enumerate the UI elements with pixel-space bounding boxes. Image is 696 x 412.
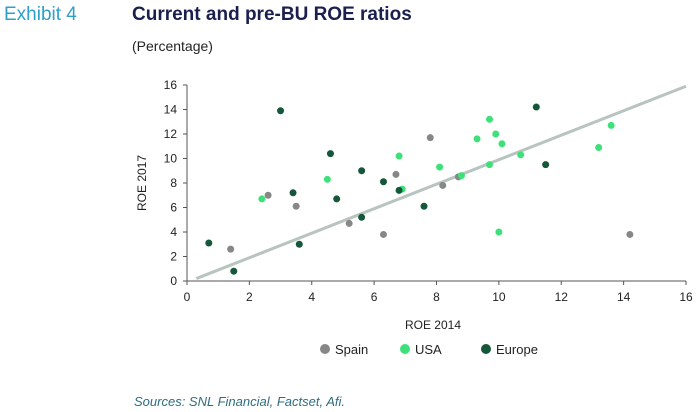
point-europe: [542, 161, 550, 169]
point-usa: [495, 228, 503, 236]
legend-label-spain: Spain: [335, 342, 368, 357]
x-tick-label: 8: [433, 290, 440, 304]
exhibit-label: Exhibit 4: [4, 4, 77, 25]
legend-label-europe: Europe: [496, 342, 538, 357]
point-europe: [420, 202, 428, 210]
legend: Spain USA Europe: [320, 342, 538, 357]
x-tick-label: 4: [308, 290, 315, 304]
point-spain: [426, 134, 434, 142]
point-europe: [205, 239, 213, 247]
x-tick-label: 10: [492, 290, 506, 304]
point-spain: [345, 219, 353, 227]
point-europe: [333, 195, 341, 203]
x-tick-label: 16: [679, 290, 693, 304]
point-spain: [227, 245, 235, 253]
point-usa: [323, 175, 331, 183]
point-europe: [532, 103, 540, 111]
x-tick-label: 6: [371, 290, 378, 304]
point-spain: [392, 170, 400, 178]
point-spain: [439, 181, 447, 189]
legend-marker-spain: [320, 344, 330, 354]
x-axis-label: ROE 2014: [405, 318, 461, 332]
point-europe: [289, 189, 297, 197]
point-usa: [595, 143, 603, 151]
point-usa: [436, 163, 444, 171]
point-spain: [292, 202, 300, 210]
x-tick-label: 12: [555, 290, 569, 304]
scatter-chart: 0 2 4 6 8 10 12 14 16 0 2 4 6 8 10 12 14 16 ROE 2014 ROE …: [135, 78, 693, 357]
point-spain: [264, 191, 272, 199]
y-tick-label: 6: [170, 201, 177, 215]
point-usa: [486, 115, 494, 123]
point-europe: [379, 178, 387, 186]
source-note: Sources: SNL Financial, Factset, Afi.: [134, 394, 345, 409]
point-europe: [395, 186, 403, 194]
point-usa: [498, 140, 506, 148]
legend-label-usa: USA: [415, 342, 442, 357]
point-usa: [486, 161, 494, 169]
legend-marker-europe: [481, 344, 491, 354]
point-usa: [607, 121, 615, 129]
chart-title: Current and pre-BU ROE ratios: [132, 4, 412, 25]
point-spain: [626, 230, 634, 238]
x-tick-label: 2: [246, 290, 253, 304]
y-tick-label: 4: [170, 225, 177, 239]
point-spain: [379, 230, 387, 238]
point-europe: [358, 213, 366, 221]
point-europe: [230, 267, 238, 275]
point-usa: [258, 195, 266, 203]
point-usa: [395, 152, 403, 160]
point-europe: [277, 107, 285, 115]
point-usa: [457, 172, 465, 180]
point-usa: [517, 151, 525, 159]
y-tick-label: 10: [164, 152, 178, 166]
y-tick-label: 12: [164, 127, 178, 141]
point-europe: [358, 167, 366, 175]
y-axis-label: ROE 2017: [135, 155, 149, 211]
point-usa: [492, 130, 500, 138]
point-usa: [473, 135, 481, 143]
chart-subtitle: (Percentage): [132, 38, 213, 54]
y-tick-label: 16: [164, 78, 178, 92]
y-tick-label: 2: [170, 250, 177, 264]
axes: 0 2 4 6 8 10 12 14 16 0 2 4 6 8 10 12 14 16: [164, 78, 693, 304]
data-points: [205, 103, 634, 275]
y-tick-label: 8: [170, 176, 177, 190]
point-europe: [295, 240, 303, 248]
legend-marker-usa: [400, 344, 410, 354]
y-tick-label: 0: [170, 274, 177, 288]
y-tick-label: 14: [164, 103, 178, 117]
point-europe: [326, 150, 334, 158]
x-tick-label: 14: [617, 290, 631, 304]
x-tick-label: 0: [184, 290, 191, 304]
